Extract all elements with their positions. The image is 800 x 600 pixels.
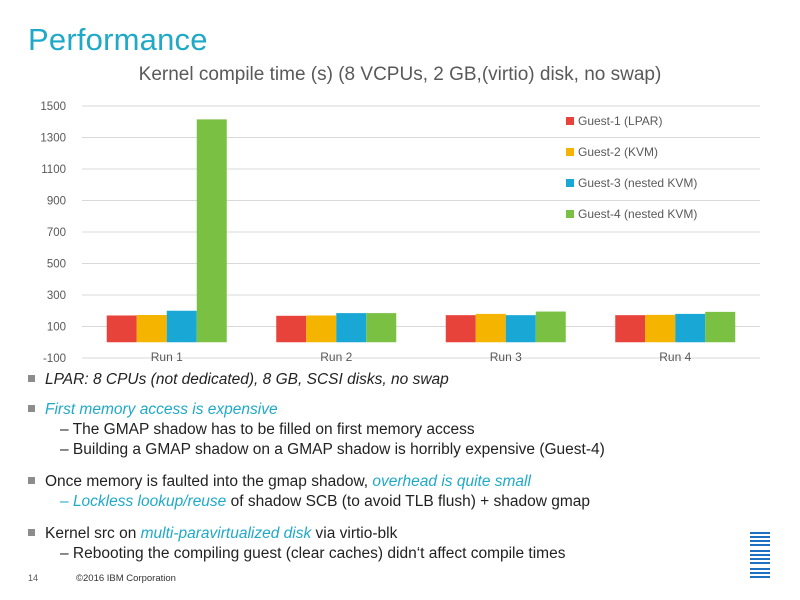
bar [166,310,197,343]
bullet-text: Once memory is faulted into the gmap sha… [45,473,531,491]
y-tick-label: 300 [47,290,66,302]
bar [705,311,736,343]
bar [196,119,227,343]
y-tick-label: 900 [47,196,66,208]
bar [306,315,337,343]
bar [615,315,646,343]
legend-swatch [566,179,574,187]
y-tick-label: 1100 [41,164,66,176]
bar [505,315,536,343]
x-tick-label: Run 2 [320,350,352,364]
bullet-text: LPAR: 8 CPUs (not dedicated), 8 GB, SCSI… [45,371,449,388]
bar [336,313,367,343]
y-tick-label: 700 [47,227,66,239]
ibm-logo: IBM [750,532,770,578]
bar [106,315,137,343]
page-title: Performance [28,22,208,57]
legend-label: Guest-3 (nested KVM) [578,176,697,190]
bullet-marker [28,375,35,382]
bar [675,313,706,343]
chart-title: Kernel compile time (s) (8 VCPUs, 2 GB,(… [138,64,662,85]
sub-bullet-reboot: – Rebooting the compiling guest (clear c… [60,545,566,562]
bar [366,313,397,343]
sub-bullet-lockless: – Lockless lookup/reuse of shadow SCB (t… [60,493,590,511]
bar [475,313,506,343]
y-tick-label: 500 [47,259,66,271]
bullet-text: First memory access is expensive [45,401,278,418]
x-tick-label: Run 4 [659,350,691,364]
x-tick-label: Run 3 [490,350,522,364]
copyright: ©2016 IBM Corporation [76,573,176,584]
bullet-marker [28,405,35,412]
page-number: 14 [28,573,39,583]
bullet-text: Kernel src on multi-paravirtualized disk… [45,525,397,543]
bullet-highlight: multi-paravirtualized disk [140,525,312,542]
sub-bullet-gmap-fill: – The GMAP shadow has to be filled on fi… [60,421,475,438]
bar [445,315,476,343]
bullet-text-plain: Once memory is faulted into the gmap sha… [45,473,373,490]
bar-chart: -100 100 300 500 700 900 1100 1300 1500 Run 1 Run … [40,101,760,365]
y-tick-label: 1300 [40,133,66,145]
x-tick-label: Run 1 [151,350,183,364]
bar [276,315,307,343]
bar [535,311,566,343]
legend-label: Guest-1 (LPAR) [578,114,662,128]
legend-swatch [566,117,574,125]
sub-bullet-gmap-nested: – Building a GMAP shadow on a GMAP shado… [60,441,605,458]
y-tick-label: 100 [47,322,66,334]
logo-text: IBM [751,552,769,563]
sub-bullet-highlight: Lockless lookup/reuse [72,493,227,510]
legend-label: Guest-4 (nested KVM) [578,207,697,221]
sub-bullet-dash: – [60,493,73,510]
sub-bullet-text: of shadow SCB (to avoid TLB flush) + sha… [226,493,591,510]
y-tick-label: 1500 [40,101,66,113]
bullet-highlight: overhead is quite small [372,473,531,490]
bar [645,314,676,343]
bullet-text-plain: Kernel src on [45,525,141,542]
legend-label: Guest-2 (KVM) [578,145,658,159]
bar [136,315,167,343]
bullet-marker [28,477,35,484]
y-tick-label: -100 [43,353,66,365]
legend-swatch [566,148,574,156]
bullet-text-post: via virtio-blk [311,525,398,542]
legend-swatch [566,210,574,218]
bullet-marker [28,529,35,536]
